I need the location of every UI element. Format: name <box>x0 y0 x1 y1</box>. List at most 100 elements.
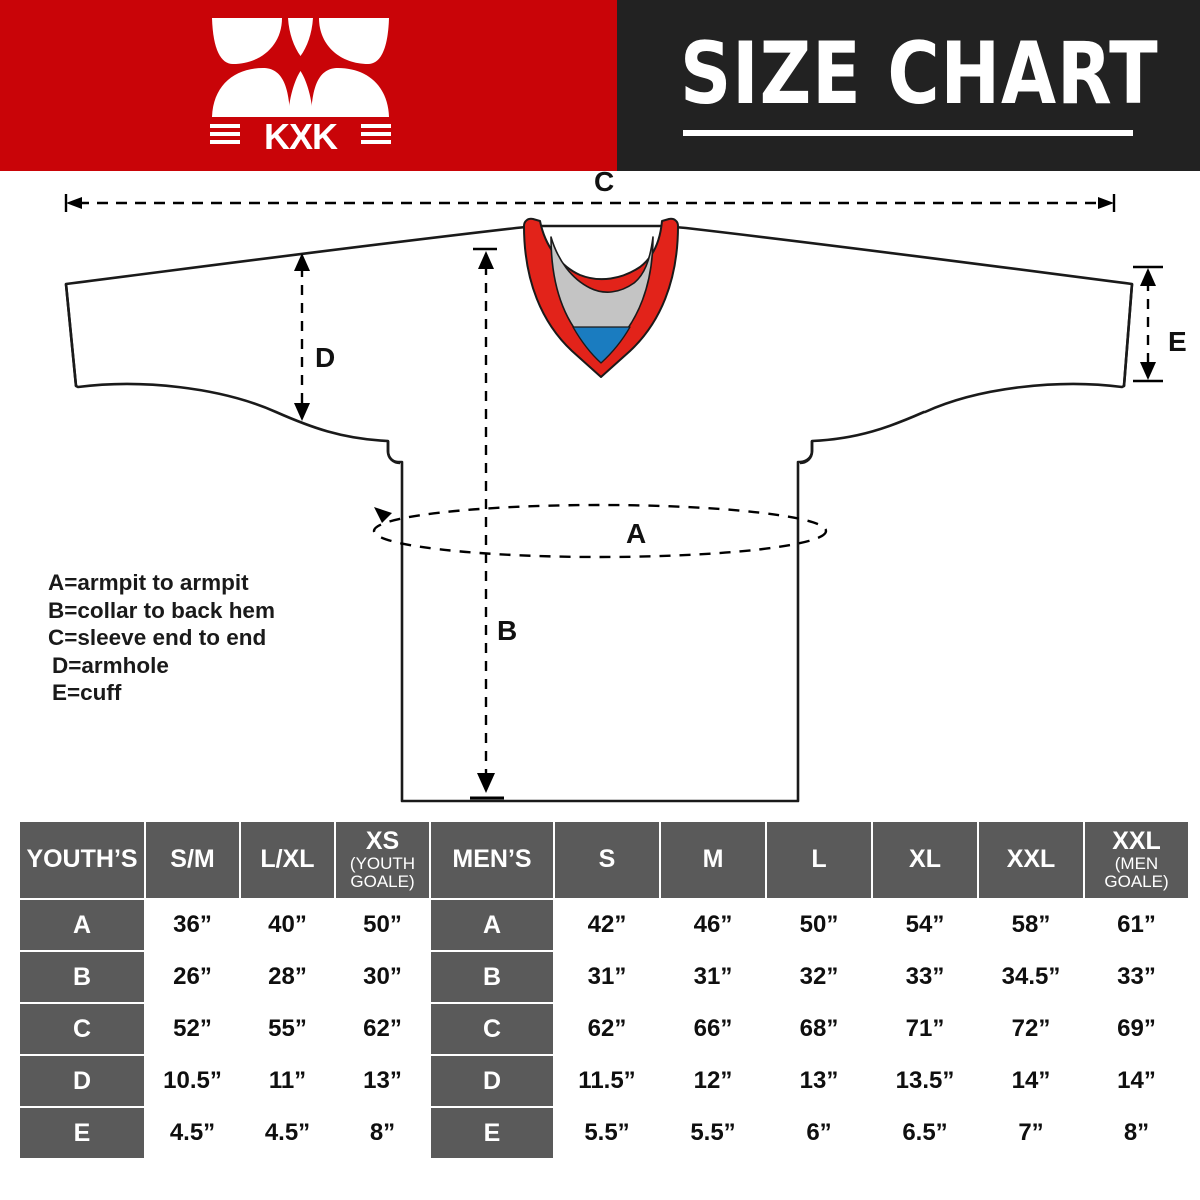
table-row: C 52” 55” 62” C 62” 66” 68” 71” 72” 69” <box>20 1004 1188 1054</box>
cell-youth-xs: 62” <box>336 1004 429 1054</box>
dimension-c-arrow-right <box>1098 197 1114 209</box>
header-cell-main: L/XL <box>260 845 315 874</box>
row-label-youth: E <box>20 1108 144 1158</box>
header-cell-xs-youth-goalie: XS (YOUTH GOALE) <box>336 822 429 898</box>
header-cell-lxl: L/XL <box>241 822 334 898</box>
table-header-row: YOUTH’S S/M L/XL XS (YOUTH GOALE) MEN’S <box>20 822 1188 898</box>
svg-text:KXK: KXK <box>264 116 338 156</box>
row-label-men: E <box>431 1108 553 1158</box>
cell-men-xxl: 14” <box>979 1056 1083 1106</box>
cell-men-xl: 6.5” <box>873 1108 977 1158</box>
dimension-e-arrow-top <box>1140 268 1156 286</box>
dimension-e-label: E <box>1168 326 1187 357</box>
cell-youth-lxl: 11” <box>241 1056 334 1106</box>
row-label-men: D <box>431 1056 553 1106</box>
cell-men-xl: 54” <box>873 900 977 950</box>
cell-youth-lxl: 4.5” <box>241 1108 334 1158</box>
row-label-men: B <box>431 952 553 1002</box>
dimension-c-label: C <box>594 171 614 197</box>
header-cell-main: MEN’S <box>452 845 532 874</box>
size-table-wrapper: YOUTH’S S/M L/XL XS (YOUTH GOALE) MEN’S <box>18 820 1188 1160</box>
row-label-men: A <box>431 900 553 950</box>
header-cell-mens: MEN’S <box>431 822 553 898</box>
cell-men-xxl-goalie: 8” <box>1085 1108 1188 1158</box>
cell-youth-sm: 10.5” <box>146 1056 239 1106</box>
dimension-b-arrow-bottom <box>477 773 495 793</box>
cell-youth-lxl: 28” <box>241 952 334 1002</box>
size-table: YOUTH’S S/M L/XL XS (YOUTH GOALE) MEN’S <box>18 820 1190 1160</box>
cell-men-m: 31” <box>661 952 765 1002</box>
kxk-butterfly-logo-icon <box>212 18 389 117</box>
cell-youth-sm: 36” <box>146 900 239 950</box>
jersey-diagram: D B E A C <box>0 171 1200 816</box>
cell-men-s: 11.5” <box>555 1056 659 1106</box>
legend-item-e: E=cuff <box>52 680 122 705</box>
cell-youth-xs: 13” <box>336 1056 429 1106</box>
page-title-block: SIZE CHART <box>680 24 1159 146</box>
header-cell-main: S <box>598 845 616 874</box>
left-cuff-edge <box>64 283 78 387</box>
header-cell-xxl-men-goalie: XXL (MEN GOALE) <box>1085 822 1188 898</box>
dimension-b-arrow-top <box>478 251 494 269</box>
page-header: KXK SIZE CHART <box>0 0 1200 171</box>
cell-men-xxl: 72” <box>979 1004 1083 1054</box>
cell-men-l: 13” <box>767 1056 871 1106</box>
jersey-technical-drawing: D B E A C <box>64 171 1187 803</box>
cell-men-m: 5.5” <box>661 1108 765 1158</box>
cell-youth-sm: 4.5” <box>146 1108 239 1158</box>
dimension-b-label: B <box>497 615 517 646</box>
table-row: E 4.5” 4.5” 8” E 5.5” 5.5” 6” 6.5” 7” 8” <box>20 1108 1188 1158</box>
header-cell-main: XXL <box>1006 845 1056 874</box>
page-title: SIZE CHART <box>680 24 1159 124</box>
row-label-youth: D <box>20 1056 144 1106</box>
header-cell-main: XL <box>909 845 941 874</box>
right-underarm-notch <box>799 441 814 465</box>
dimension-c <box>64 194 1116 212</box>
cell-youth-lxl: 40” <box>241 900 334 950</box>
cell-youth-xs: 30” <box>336 952 429 1002</box>
cell-men-xxl-goalie: 33” <box>1085 952 1188 1002</box>
cell-men-l: 68” <box>767 1004 871 1054</box>
dimension-a-ellipse <box>372 503 828 559</box>
cell-men-xl: 71” <box>873 1004 977 1054</box>
cell-youth-sm: 26” <box>146 952 239 1002</box>
dimension-d-left-arrow-bottom <box>294 403 310 421</box>
header-cell-s: S <box>555 822 659 898</box>
collar-tip-accent <box>572 326 631 364</box>
header-cell-youths: YOUTH’S <box>20 822 144 898</box>
header-cell-sub: (YOUTH GOALE) <box>349 853 416 891</box>
header-cell-xxl: XXL <box>979 822 1083 898</box>
kxk-wordmark-icon: KXK <box>210 116 391 156</box>
cell-men-s: 62” <box>555 1004 659 1054</box>
legend-item-b: B=collar to back hem <box>48 597 275 623</box>
row-label-youth: C <box>20 1004 144 1054</box>
header-cell-main: XXL <box>1112 827 1161 856</box>
cell-men-m: 66” <box>661 1004 765 1054</box>
title-underline <box>683 130 1133 136</box>
cell-men-xl: 33” <box>873 952 977 1002</box>
brand-logo: KXK <box>208 16 393 156</box>
dimension-a-arrow <box>374 507 392 523</box>
cell-men-s: 31” <box>555 952 659 1002</box>
dimension-a-label: A <box>626 518 646 549</box>
header-cell-l: L <box>767 822 871 898</box>
dimension-d-left-arrow-top <box>294 253 310 271</box>
dimension-c-arrow-left <box>66 197 82 209</box>
legend-item-c: C=sleeve end to end <box>48 625 267 650</box>
cell-men-l: 32” <box>767 952 871 1002</box>
cell-men-s: 5.5” <box>555 1108 659 1158</box>
dimension-d-left-label: D <box>315 342 335 373</box>
cell-men-xxl-goalie: 61” <box>1085 900 1188 950</box>
cell-men-m: 46” <box>661 900 765 950</box>
measurement-legend: A=armpit to armpit B=collar to back hem … <box>48 569 378 707</box>
cell-men-xxl: 58” <box>979 900 1083 950</box>
cell-men-l: 6” <box>767 1108 871 1158</box>
cell-men-l: 50” <box>767 900 871 950</box>
jersey-outline <box>64 224 1134 803</box>
table-row: A 36” 40” 50” A 42” 46” 50” 54” 58” 61” <box>20 900 1188 950</box>
header-title-panel <box>617 0 1200 171</box>
cell-men-xxl: 7” <box>979 1108 1083 1158</box>
legend-item-d: D=armhole <box>52 652 169 678</box>
header-cell-sm: S/M <box>146 822 239 898</box>
